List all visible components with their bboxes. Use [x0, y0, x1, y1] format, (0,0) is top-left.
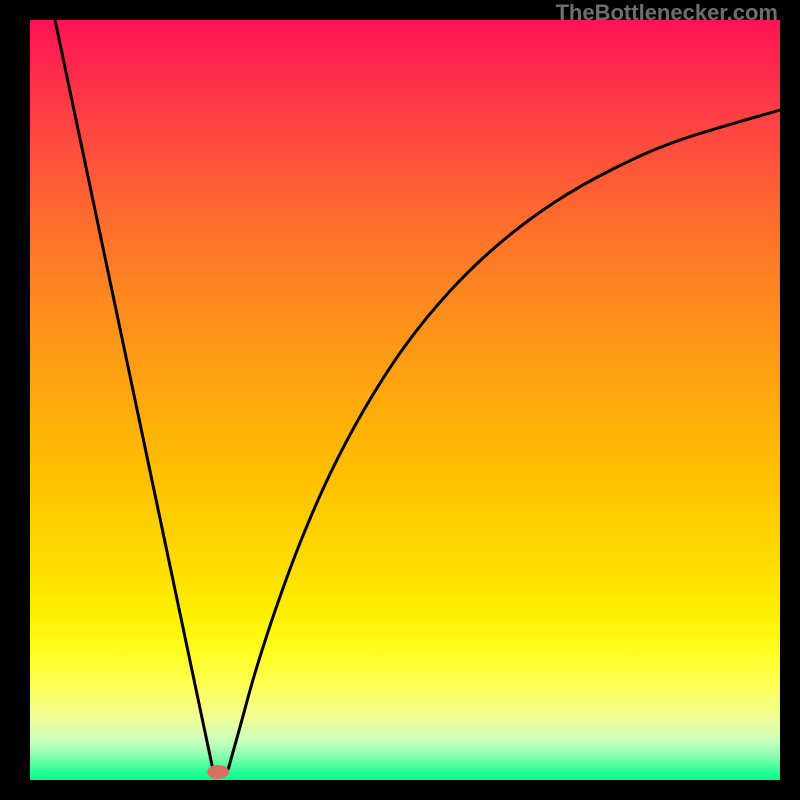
watermark-text: TheBottlenecker.com — [555, 0, 778, 26]
optimal-marker — [207, 765, 229, 779]
gradient-background — [30, 20, 780, 780]
bottleneck-chart: TheBottlenecker.com — [0, 0, 800, 800]
chart-svg — [0, 0, 800, 800]
